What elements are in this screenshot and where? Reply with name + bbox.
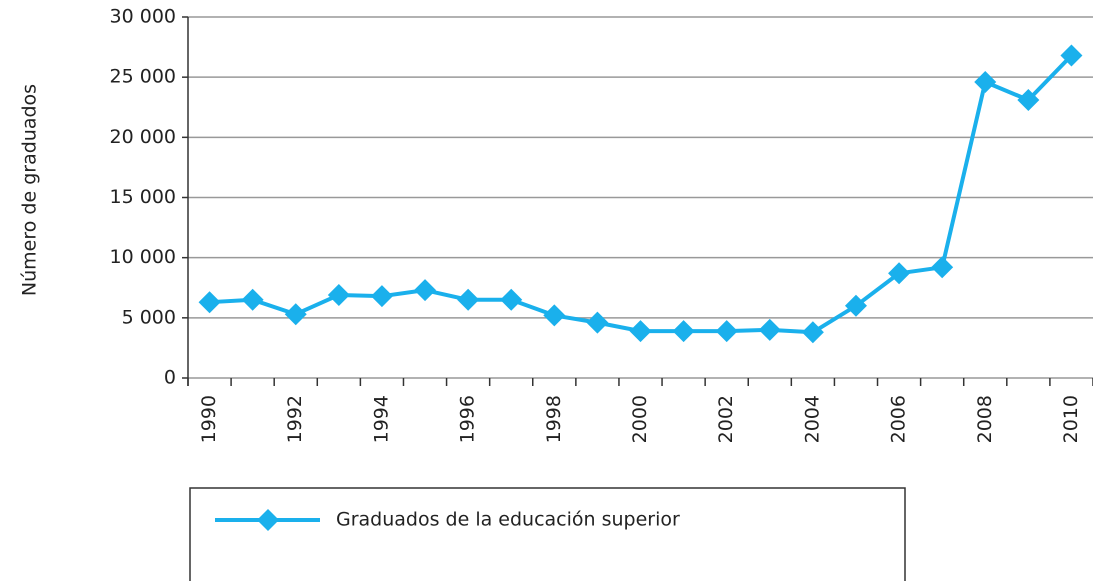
x-tick-label: 2006 (888, 395, 910, 443)
y-tick-label: 10 000 (110, 246, 176, 268)
y-tick-label: 30 000 (110, 6, 176, 28)
x-tick-label: 2010 (1060, 395, 1082, 443)
y-axis-label: Número de graduados (19, 84, 41, 296)
marker (844, 294, 867, 317)
x-tick-label: 2000 (629, 395, 651, 443)
x-tick-label: 2008 (974, 395, 996, 443)
marker (198, 291, 221, 314)
y-tick-label: 5 000 (122, 306, 176, 328)
x-tick-label: 1998 (543, 395, 565, 443)
marker (500, 288, 523, 311)
y-tick-label: 25 000 (110, 66, 176, 88)
marker (801, 321, 824, 344)
x-tick-label: 2004 (801, 395, 823, 443)
x-tick-label: 1990 (198, 395, 220, 443)
legend-marker (257, 509, 279, 531)
marker (370, 285, 393, 308)
y-tick-label: 15 000 (110, 186, 176, 208)
marker (327, 283, 350, 306)
y-tick-label: 0 (164, 367, 176, 389)
marker (672, 320, 695, 343)
marker (1060, 44, 1083, 67)
marker (629, 320, 652, 343)
marker (715, 320, 738, 343)
legend-label: Graduados de la educación superior (336, 509, 680, 531)
marker (414, 279, 437, 302)
x-tick-label: 1992 (284, 395, 306, 443)
marker (241, 288, 264, 311)
marker (457, 288, 480, 311)
y-tick-label: 20 000 (110, 126, 176, 148)
x-tick-label: 1996 (457, 395, 479, 443)
marker (284, 303, 307, 326)
marker (758, 318, 781, 341)
marker (1017, 89, 1040, 112)
x-tick-label: 2002 (715, 395, 737, 443)
marker (974, 70, 997, 93)
marker (543, 304, 566, 327)
marker (586, 311, 609, 334)
x-tick-label: 1994 (370, 395, 392, 443)
marker (931, 256, 954, 279)
legend-box (189, 487, 906, 581)
marker (888, 262, 911, 285)
